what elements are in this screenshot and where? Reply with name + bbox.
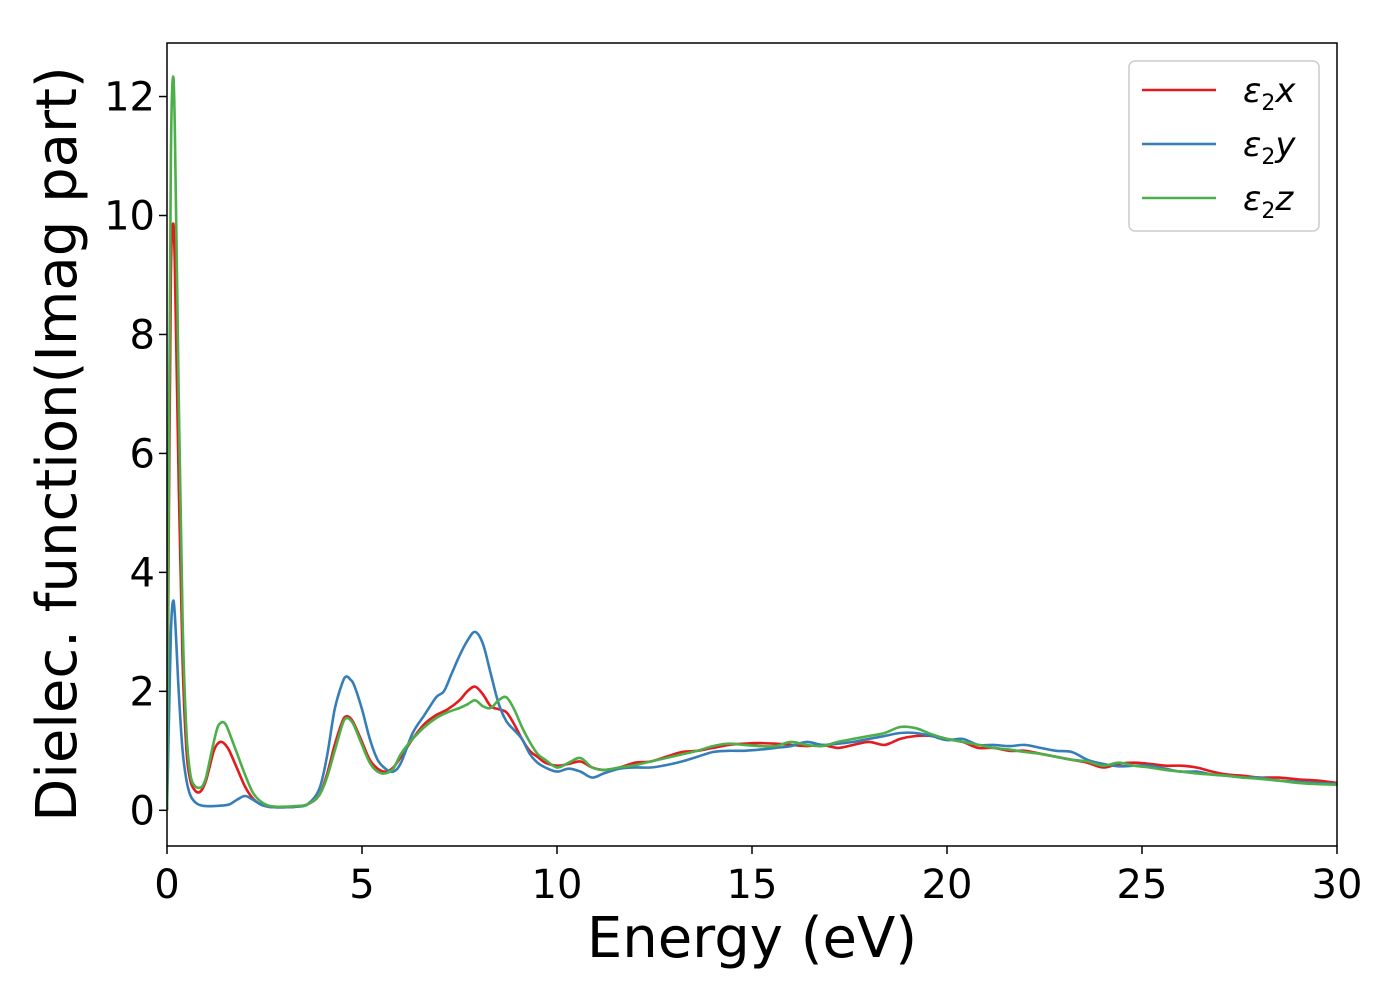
x-tick-label: 25 — [1117, 862, 1168, 908]
x-tick-label: 0 — [154, 862, 179, 908]
legend-box — [1128, 60, 1320, 232]
y-tick-label: 8 — [130, 312, 155, 358]
legend: ε2x ε2y ε2z — [1128, 60, 1320, 232]
x-tick-label: 10 — [532, 862, 583, 908]
y-tick-label: 6 — [130, 431, 155, 477]
series-line-z — [167, 75, 1337, 811]
y-tick-label: 10 — [104, 193, 155, 239]
plot-area — [167, 75, 1337, 811]
x-tick-label: 20 — [922, 862, 973, 908]
y-axis-title: Dielec. function(Imag part) — [25, 66, 90, 822]
y-tick-label: 2 — [130, 669, 155, 715]
series-line-y — [167, 599, 1337, 811]
legend-label-x: ε2x — [1243, 71, 1296, 116]
y-tick-label: 0 — [130, 788, 155, 834]
y-tick-label: 4 — [130, 550, 155, 596]
legend-label-y: ε2y — [1243, 125, 1296, 170]
y-tick-label: 12 — [104, 75, 155, 121]
x-axis: 0 5 10 15 20 25 30 — [154, 846, 1362, 908]
x-tick-label: 15 — [727, 862, 778, 908]
x-tick-label: 5 — [349, 862, 374, 908]
x-axis-title: Energy (eV) — [587, 906, 917, 971]
y-axis: 0 2 4 6 8 10 12 — [104, 75, 167, 834]
legend-label-z: ε2z — [1243, 179, 1294, 224]
x-tick-label: 30 — [1312, 862, 1363, 908]
